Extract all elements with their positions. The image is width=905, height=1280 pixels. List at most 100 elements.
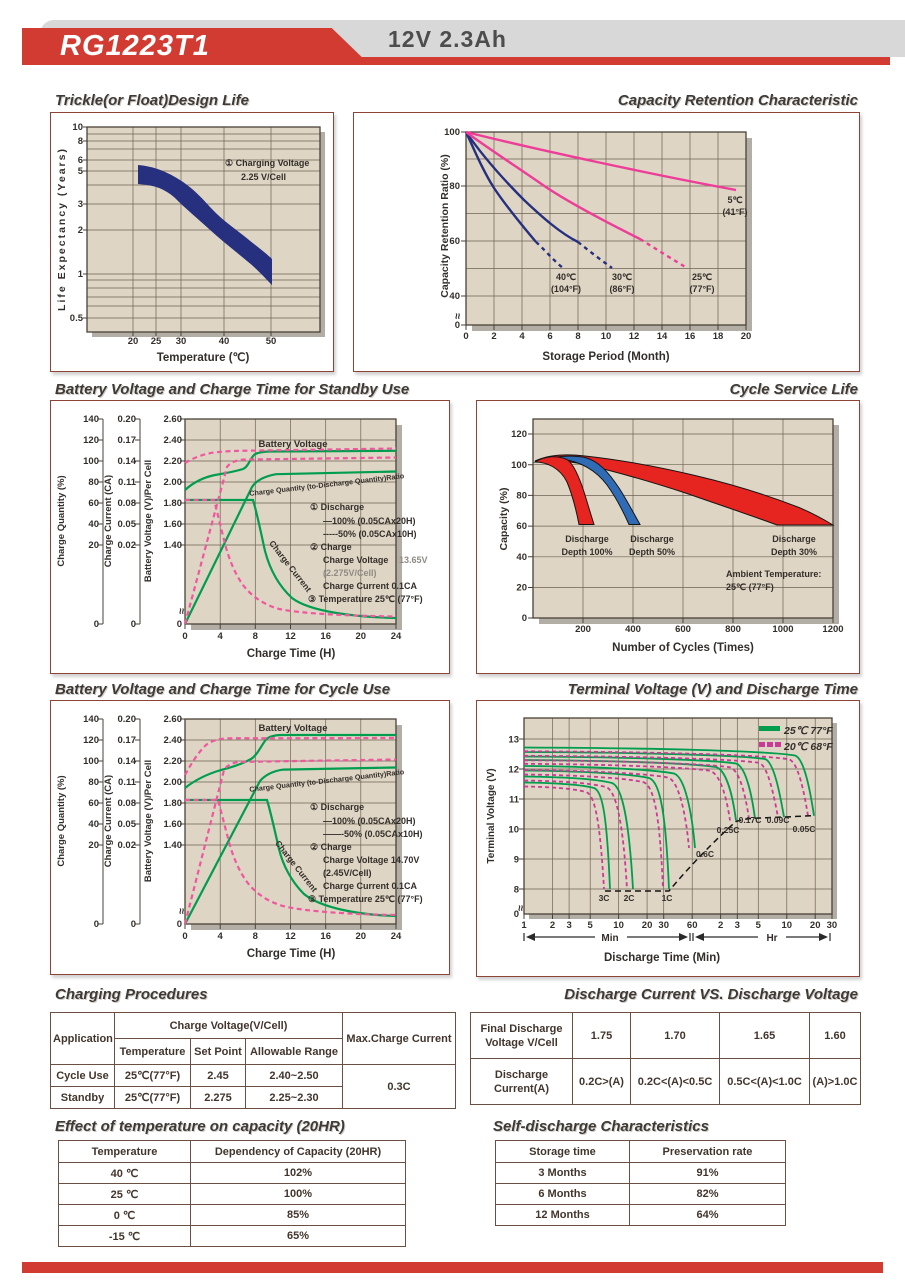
legend-dash-swatch: [759, 742, 765, 747]
svg-text:Depth 30%: Depth 30%: [771, 547, 817, 557]
table-row: Discharge Current(A) 0.2C>(A) 0.2C<(A)<0…: [470, 1058, 861, 1105]
annotation-voltage-value: 2.25 V/Cell: [241, 172, 286, 182]
tick-label: 16: [685, 331, 696, 342]
tick-label: 20: [128, 336, 139, 347]
svg-text:(86°F): (86°F): [609, 284, 634, 294]
tick-label: 16: [320, 931, 331, 942]
tick-label: 800: [725, 624, 741, 635]
header-storage-time: Storage time: [495, 1140, 630, 1163]
x-tick-labels: 0 4 8 12 16 20 24: [182, 931, 402, 942]
cell-current: (A)>1.0C: [809, 1058, 861, 1105]
svg-text:(41°F): (41°F): [722, 207, 747, 217]
x-tick-labels: 20 25 30 40 50: [128, 336, 277, 347]
tick-label: 1.80: [164, 498, 183, 509]
cell-current: 0.5C<(A)<1.0C: [719, 1058, 810, 1105]
axis-span-arrows: [523, 933, 831, 941]
tick-label: 40: [449, 291, 460, 302]
tick-label: 2.60: [164, 714, 183, 725]
tick-label: 0: [463, 331, 468, 342]
ca-axis-title: Charge Current (CA): [103, 775, 114, 867]
tick-label: 8: [575, 331, 580, 342]
label-line: Discharge: [494, 1068, 549, 1081]
tick-label: 140: [83, 714, 99, 725]
bv-zero: 0: [177, 919, 182, 930]
tick-label: 60: [88, 798, 99, 809]
tick-label: 12: [285, 631, 296, 642]
tick-label: 40: [88, 519, 99, 530]
tick-label: 0: [182, 931, 187, 942]
tick-label: 60: [516, 521, 527, 532]
tick-label: 400: [625, 624, 641, 635]
tick-label: 25: [151, 336, 162, 347]
tick-label: 2: [491, 331, 496, 342]
svg-text:0.17C: 0.17C: [739, 815, 762, 825]
tick-label: 11: [509, 795, 520, 806]
y-tick-labels: 13 12 11 10 9 8: [508, 735, 519, 896]
tick-label: 5: [756, 920, 762, 931]
label-line: Current(A): [494, 1082, 549, 1095]
tick-label: 8: [253, 931, 258, 942]
svg-text:Discharge: Discharge: [772, 534, 816, 544]
series-labels: 40℃ (104°F) 30℃ (86°F) 25℃ (77°F) 5℃ (41…: [551, 195, 748, 294]
tick-label: 120: [511, 429, 527, 440]
tick-label: 4: [218, 931, 224, 942]
tick-label: 1: [78, 269, 84, 280]
axis-ticks: [98, 718, 397, 929]
tick-label: 2.40: [164, 735, 183, 746]
cell-rate: 91%: [629, 1162, 786, 1184]
cell-set-point: 2.45: [190, 1064, 246, 1087]
legend-20c-label: 20℃ 68°F: [783, 741, 833, 753]
cq-tick-labels: 140 120 100 80 60 40 20: [83, 714, 99, 851]
svg-text:13.65V: 13.65V: [399, 555, 428, 565]
svg-text:1C: 1C: [662, 893, 673, 903]
cell-current: 0.2C>(A): [572, 1058, 631, 1105]
title-trickle-design-life: Trickle(or Float)Design Life: [55, 92, 249, 109]
row-label-final-discharge: Final Discharge Voltage V/Cell: [470, 1012, 573, 1059]
annotation-block: ① Discharge —100% (0.05CAx20H) ——-50% (0…: [308, 802, 423, 904]
cell-temp: 40 ℃: [58, 1162, 191, 1184]
battery-voltage-label: Battery Voltage: [259, 439, 328, 450]
tick-label: 3: [566, 920, 571, 931]
cell-voltage: 1.70: [630, 1012, 720, 1059]
tick-label: 1.40: [164, 540, 183, 551]
cq-zero: 0: [94, 619, 99, 630]
trickle-design-life-chart: 10 8 6 5 3 2 1 0.5 20 25 30 40 50 Life Expectancy (…: [50, 112, 334, 372]
x-axis-title: Discharge Time (Min): [604, 952, 720, 964]
ca-zero: 0: [131, 919, 136, 930]
retention-curves: [464, 130, 737, 270]
tick-label: 3: [78, 199, 83, 210]
table-row: 6 Months 82%: [495, 1183, 786, 1205]
axis-break-mark: ≈: [514, 905, 526, 911]
cell-range: 2.25~2.30: [245, 1086, 343, 1109]
tick-label: 5: [78, 166, 84, 177]
tick-label: 0.14: [118, 756, 137, 767]
cq-axis-title: Charge Quantity (%): [56, 475, 67, 566]
svg-text:Depth 50%: Depth 50%: [629, 547, 675, 557]
x-axis-title: Storage Period (Month): [542, 351, 669, 363]
svg-text:(104°F): (104°F): [551, 284, 581, 294]
axis-ticks: [461, 131, 747, 330]
battery-rating: 12V 2.3Ah: [388, 26, 507, 52]
table-row: 40 ℃ 102%: [58, 1162, 406, 1184]
cell-months: 6 Months: [495, 1183, 630, 1205]
svg-text:Charge Voltage 14.70V: Charge Voltage 14.70V: [323, 855, 419, 865]
x-tick-labels: 200 400 600 800 1000 1200: [575, 624, 844, 635]
tick-label: 5: [588, 920, 594, 931]
col-max-charge-current: Max.Charge Current: [342, 1012, 456, 1065]
axis-break-mark: ≈: [451, 313, 463, 319]
ca-tick-labels: 0.20 0.17 0.14 0.11 0.08 0.05 0.02: [118, 414, 137, 551]
svg-text:Charge Voltage: Charge Voltage: [323, 555, 388, 565]
tick-label: 10: [72, 122, 83, 133]
svg-text:25℃: 25℃: [692, 272, 712, 282]
tick-label: 40: [516, 552, 527, 563]
tick-label: 0.08: [118, 498, 137, 509]
grid-lines: [185, 719, 396, 924]
tick-label: 10: [613, 920, 624, 931]
cell-pct: 85%: [190, 1204, 406, 1226]
end-voltage-locus: [605, 814, 815, 892]
tick-label: 80: [449, 181, 460, 192]
header-preservation-rate: Preservation rate: [629, 1140, 786, 1163]
col-charge-voltage: Charge Voltage(V/Cell): [114, 1012, 343, 1039]
tick-label: 20: [88, 540, 99, 551]
svg-text:(77°F): (77°F): [689, 284, 714, 294]
